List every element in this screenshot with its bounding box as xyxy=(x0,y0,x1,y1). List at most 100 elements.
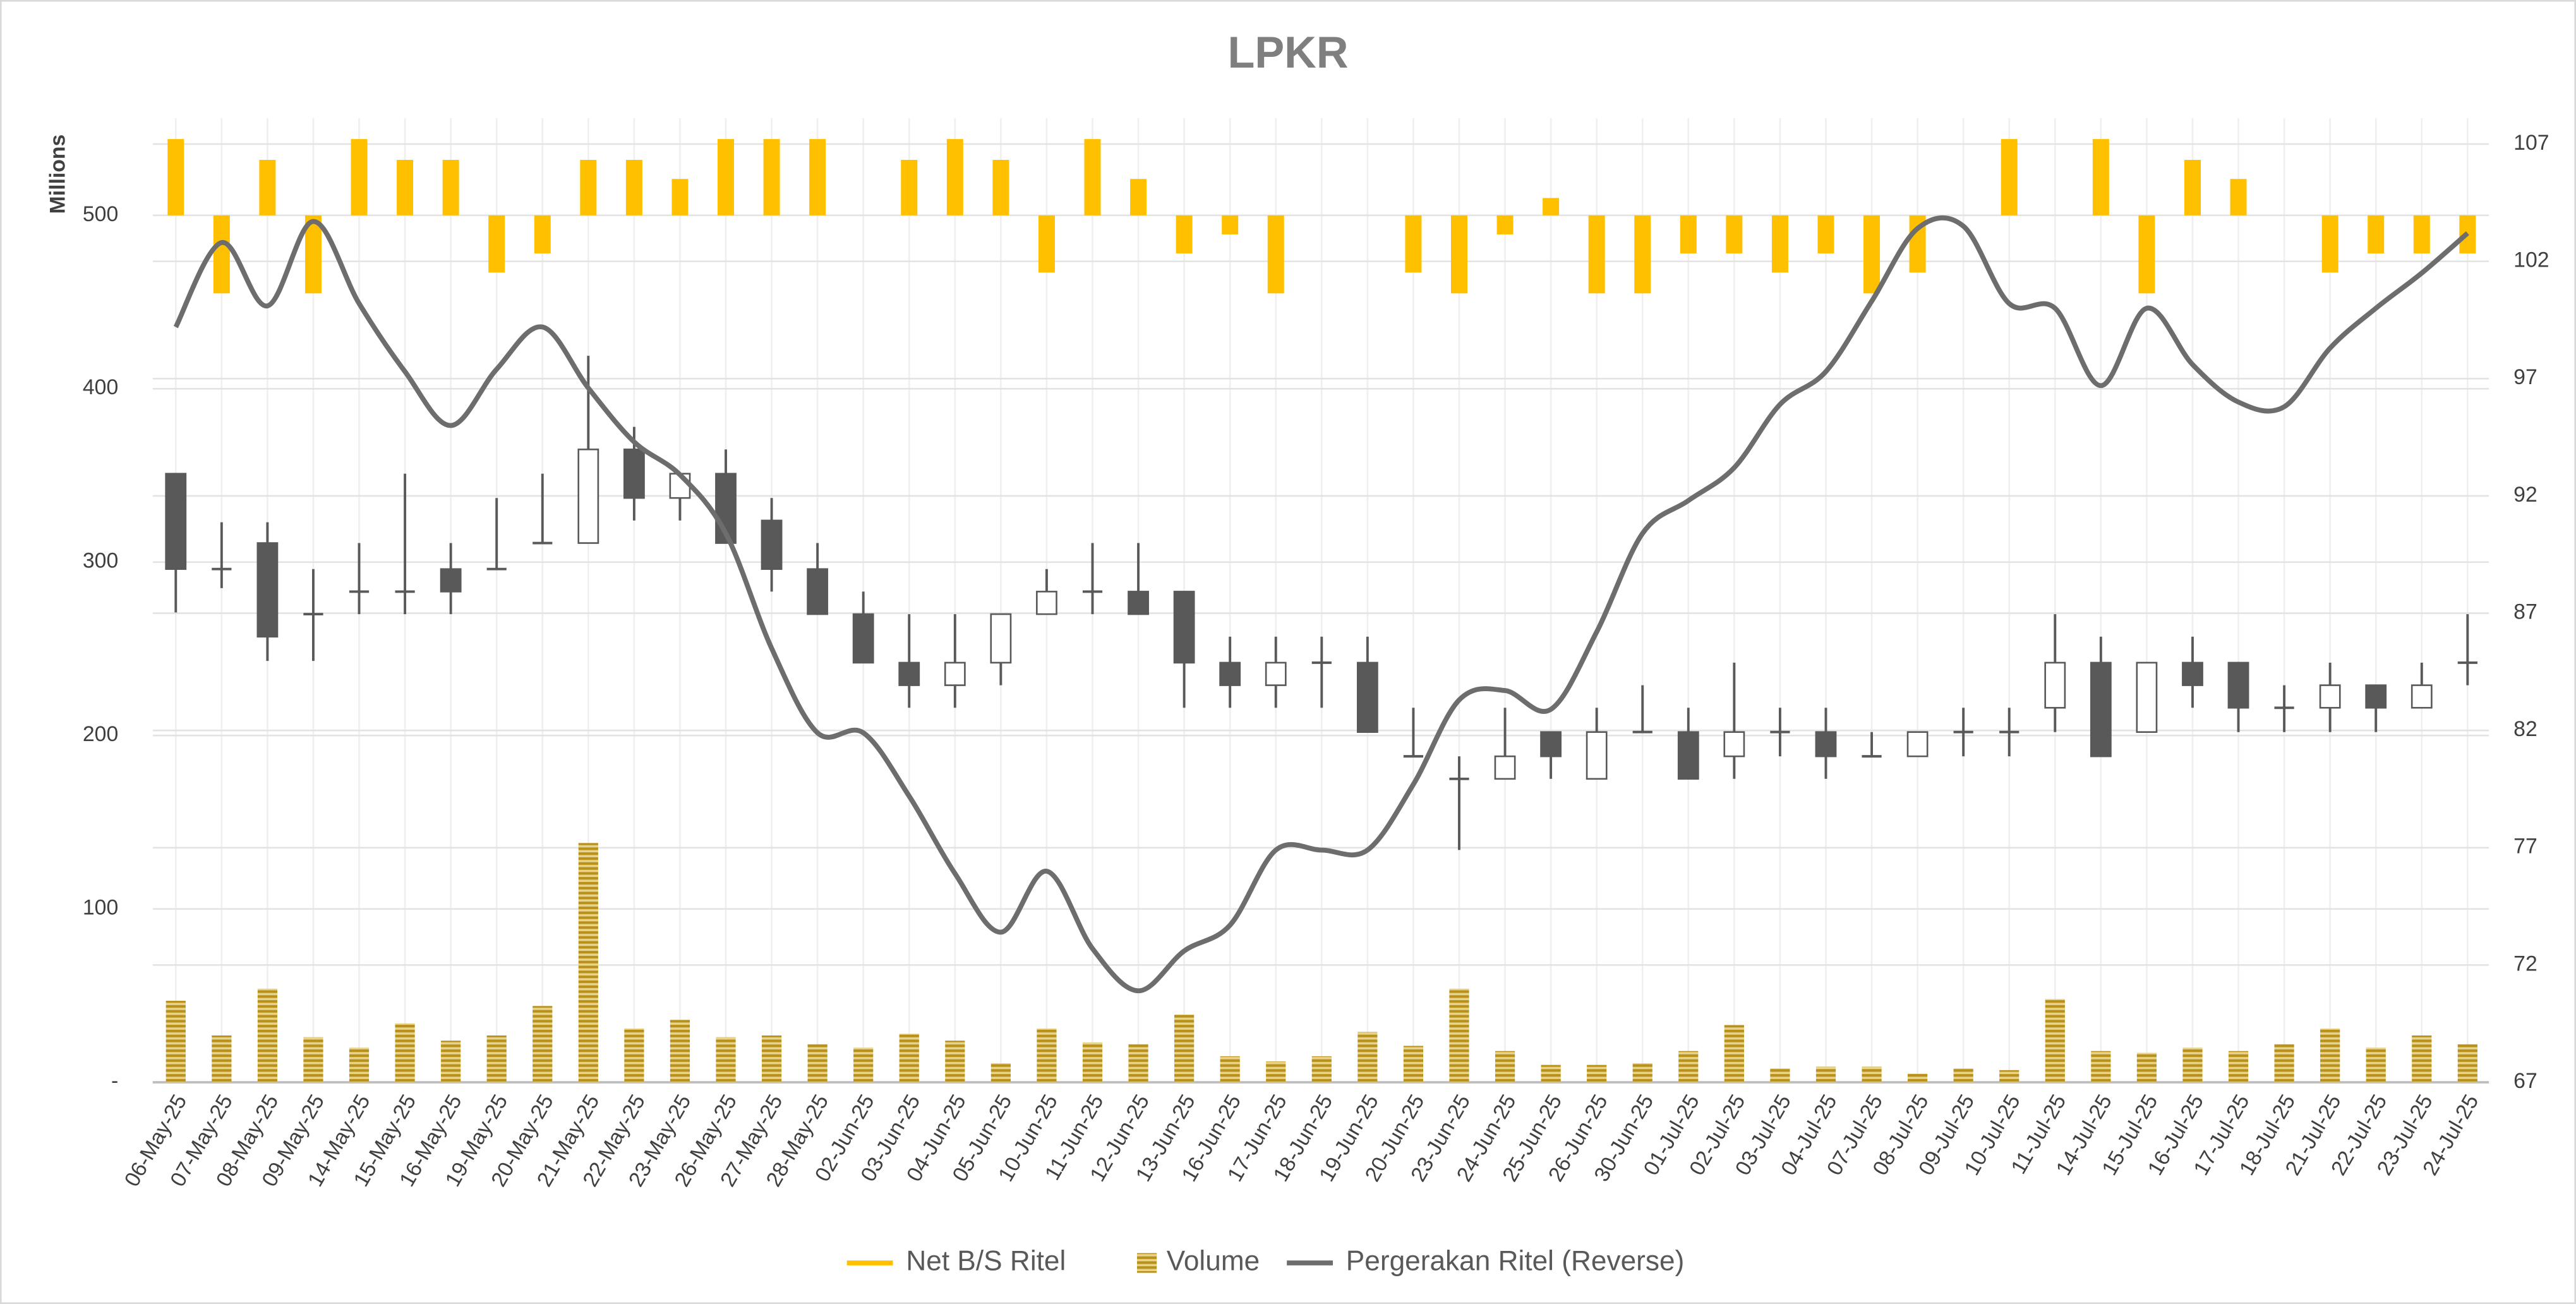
y2-tick-label: 82 xyxy=(2513,717,2537,741)
candle-body xyxy=(1219,661,1241,686)
volume-bar xyxy=(2182,1047,2203,1083)
volume-bar xyxy=(2320,1028,2340,1083)
chart-title: LPKR xyxy=(1227,27,1348,77)
volume-bar xyxy=(395,1023,415,1083)
net-bar xyxy=(1267,215,1284,294)
net-bar xyxy=(2321,215,2338,273)
legend-label: Pergerakan Ritel (Reverse) xyxy=(1346,1246,1685,1277)
candle-body xyxy=(2410,684,2433,709)
net-bar xyxy=(946,139,963,215)
volume-bar xyxy=(486,1035,507,1083)
candle-body xyxy=(2227,661,2249,709)
volume-bar xyxy=(1587,1065,1607,1083)
volume-bar xyxy=(853,1047,874,1083)
volume-bar xyxy=(990,1063,1011,1083)
candle-body xyxy=(1173,591,1195,664)
candle-body xyxy=(2182,661,2203,686)
net-bar xyxy=(534,215,551,254)
net-bar xyxy=(2184,160,2201,215)
candle-body xyxy=(2136,661,2158,733)
volume-bar xyxy=(716,1037,736,1083)
volume-bar xyxy=(1082,1042,1103,1083)
net-bar xyxy=(351,139,368,215)
volume-bar xyxy=(2274,1044,2294,1083)
net-bar xyxy=(1176,215,1193,254)
candle-body xyxy=(1677,731,1699,780)
candle-body xyxy=(2365,684,2387,709)
net-bar xyxy=(1222,215,1239,235)
net-bar xyxy=(2230,179,2247,215)
net-bar xyxy=(1543,198,1560,215)
y-axis-label: Millions xyxy=(46,135,70,214)
legend-swatch xyxy=(1136,1253,1157,1273)
volume-bar xyxy=(1449,988,1469,1083)
net-bar xyxy=(1726,215,1743,254)
net-bar xyxy=(1450,215,1468,294)
net-bar xyxy=(1680,215,1697,254)
net-bar xyxy=(809,139,826,215)
legend: Net B/S Ritel Volume Pergerakan Ritel (Rev… xyxy=(846,1246,1685,1277)
y-tick-label: 200 xyxy=(83,722,118,746)
volume-bar xyxy=(1770,1068,1790,1083)
net-bar xyxy=(1588,215,1605,294)
candle-body xyxy=(1815,731,1837,758)
net-bar xyxy=(213,215,230,294)
volume-bar xyxy=(1999,1070,2019,1083)
candle-body xyxy=(807,568,829,615)
volume-bar xyxy=(2091,1051,2111,1083)
y-tick-label: 100 xyxy=(83,896,118,920)
volume-bar xyxy=(1311,1056,1332,1083)
candle-body xyxy=(761,519,783,570)
volume-bar xyxy=(899,1034,919,1083)
candle-body xyxy=(1723,731,1745,758)
volume-bar xyxy=(1266,1061,1286,1083)
y2-tick-label: 107 xyxy=(2513,131,2549,155)
net-bar xyxy=(1405,215,1422,273)
y-tick-label: 300 xyxy=(83,549,118,573)
volume-bar xyxy=(441,1041,461,1083)
volume-bar xyxy=(1862,1066,1882,1083)
volume-bar xyxy=(1037,1028,1057,1083)
net-bar xyxy=(1771,215,1788,273)
net-bar xyxy=(625,160,642,215)
volume-bar xyxy=(2136,1053,2157,1083)
candle-body xyxy=(990,613,1012,664)
net-bar xyxy=(1038,215,1055,273)
volume-bar xyxy=(1495,1051,1515,1083)
candle-body xyxy=(1906,731,1929,758)
net-bar xyxy=(1084,139,1101,215)
volume-bar xyxy=(2045,999,2065,1083)
net-bar xyxy=(2138,215,2155,294)
volume-bar xyxy=(2228,1051,2249,1083)
candle-body xyxy=(577,449,599,544)
net-bar xyxy=(2092,139,2109,215)
retail-line xyxy=(173,215,2469,994)
volume-bar xyxy=(807,1044,828,1083)
volume-bar xyxy=(945,1041,965,1083)
net-bar xyxy=(901,160,918,215)
volume-bar xyxy=(212,1035,232,1083)
volume-bar xyxy=(349,1047,370,1083)
volume-bar xyxy=(1541,1065,1561,1083)
y2-tick-label: 77 xyxy=(2513,835,2537,859)
net-bar xyxy=(2001,139,2018,215)
candle-body xyxy=(2090,661,2112,758)
candle-body xyxy=(1356,661,1378,733)
y-tick-label: 400 xyxy=(83,375,118,399)
legend-label: Volume xyxy=(1167,1246,1260,1277)
volume-bar xyxy=(1174,1015,1195,1083)
volume-bar xyxy=(303,1037,323,1083)
candle-body xyxy=(944,661,966,686)
net-bar xyxy=(1496,215,1514,235)
candle-body xyxy=(440,568,462,593)
net-bar xyxy=(259,160,276,215)
net-bar xyxy=(671,179,689,215)
net-bar xyxy=(1634,215,1651,294)
volume-bar xyxy=(166,1001,186,1083)
net-bar xyxy=(763,139,780,215)
candle-body xyxy=(1586,731,1608,780)
candle-body xyxy=(2319,684,2341,709)
